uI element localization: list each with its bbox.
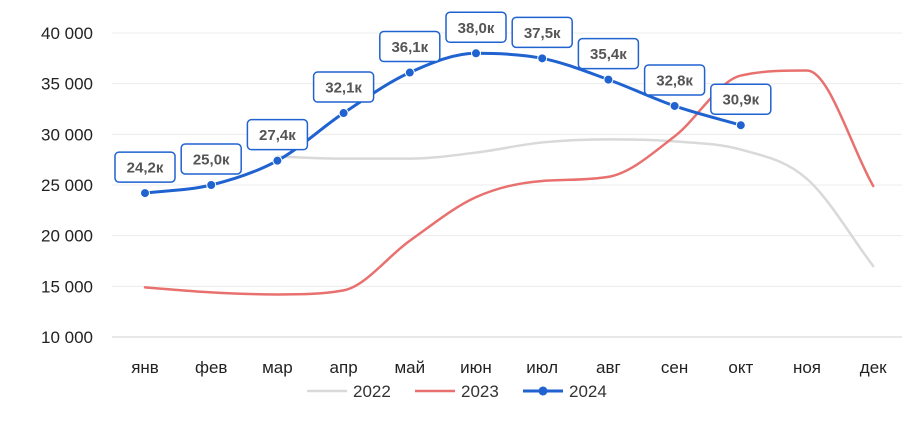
data-label-text: 37,5к xyxy=(524,25,561,42)
data-point-2024 xyxy=(735,120,746,131)
y-tick-label: 25 000 xyxy=(41,176,93,195)
x-tick-label: апр xyxy=(330,358,358,377)
x-tick-label: янв xyxy=(131,358,159,377)
x-tick-label: авг xyxy=(596,358,621,377)
legend-label: 2022 xyxy=(353,382,391,401)
y-tick-label: 20 000 xyxy=(41,227,93,246)
data-labels: 24,2к 25,0к 27,4к 32,1к 36,1к 38,0к 37,5к 35,4к… xyxy=(114,11,772,183)
y-tick-label: 10 000 xyxy=(41,328,93,347)
x-tick-label: дек xyxy=(860,358,887,377)
x-tick-label: окт xyxy=(728,358,753,377)
data-point-2024 xyxy=(404,67,415,78)
data-label-box xyxy=(114,151,176,183)
data-label-box xyxy=(643,64,706,96)
data-label: 36,1к xyxy=(379,30,441,63)
series-line-2023 xyxy=(143,69,875,296)
data-point-2024 xyxy=(669,100,680,111)
y-tick-label: 40 000 xyxy=(41,24,93,43)
data-label-box xyxy=(577,37,640,70)
data-label-box xyxy=(312,71,375,103)
data-label: 35,4к xyxy=(577,37,640,70)
data-point-2024 xyxy=(206,180,217,190)
data-label: 24,2к xyxy=(114,151,176,183)
data-label-box xyxy=(379,30,441,63)
data-label: 38,0к xyxy=(445,11,507,44)
x-tick-label: сен xyxy=(661,358,688,377)
data-label-box xyxy=(445,11,507,44)
y-tick-label: 30 000 xyxy=(41,125,93,144)
x-tick-label: июн xyxy=(460,358,492,377)
legend-marker xyxy=(538,386,548,396)
y-axis: 10 000 15 000 20 000 25 000 30 000 35 000 40 0… xyxy=(41,24,93,347)
x-tick-label: фев xyxy=(195,358,227,377)
gridlines xyxy=(112,32,902,338)
data-point-2024 xyxy=(537,53,548,64)
data-label-text: 32,8к xyxy=(656,72,693,89)
legend-item-2024: 2024 xyxy=(523,382,607,401)
data-label: 30,9к xyxy=(710,83,772,115)
x-tick-label: мар xyxy=(262,358,293,377)
legend-item-2023: 2023 xyxy=(415,382,499,401)
data-label-box xyxy=(710,83,772,115)
data-label: 32,1к xyxy=(312,71,375,103)
legend-item-2022: 2022 xyxy=(307,382,391,401)
x-axis: янв фев мар апр май июн июл авг сен окт ноя дек xyxy=(131,358,887,377)
series-points xyxy=(140,48,746,199)
x-tick-label: май xyxy=(394,358,425,377)
data-label-text: 27,4к xyxy=(259,127,296,144)
data-label: 37,5к xyxy=(511,16,573,49)
data-label-box xyxy=(180,143,242,175)
series-line-2022 xyxy=(276,138,875,268)
legend-label: 2024 xyxy=(569,382,607,401)
data-point-2024 xyxy=(272,155,283,166)
data-label-text: 36,1к xyxy=(391,39,428,56)
data-label: 32,8к xyxy=(643,64,706,96)
data-point-2024 xyxy=(140,188,150,199)
y-tick-label: 15 000 xyxy=(41,277,93,296)
legend: 2022 2023 2024 xyxy=(307,382,607,401)
data-label-text: 24,2к xyxy=(127,160,164,177)
data-label: 27,4к xyxy=(246,118,309,151)
y-tick-label: 35 000 xyxy=(41,75,93,94)
data-label-text: 38,0к xyxy=(458,20,495,37)
data-label-text: 30,9к xyxy=(722,92,759,109)
data-point-2024 xyxy=(338,108,349,119)
data-label-text: 25,0к xyxy=(193,152,230,169)
x-tick-label: июл xyxy=(526,358,558,377)
data-point-2024 xyxy=(471,48,481,59)
x-tick-label: ноя xyxy=(793,358,821,377)
data-label-text: 35,4к xyxy=(590,46,627,63)
data-label-box xyxy=(511,16,573,49)
legend-label: 2023 xyxy=(461,382,499,401)
data-label: 25,0к xyxy=(180,143,242,175)
data-label-box xyxy=(246,118,309,151)
data-point-2024 xyxy=(603,74,614,85)
data-label-text: 32,1к xyxy=(325,80,362,97)
